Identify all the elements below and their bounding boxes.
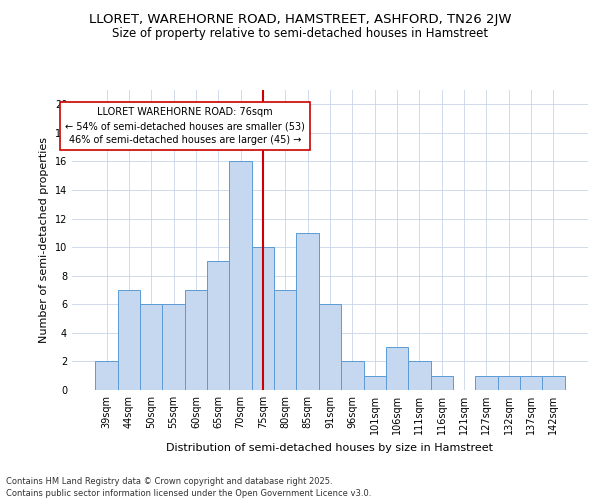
Bar xyxy=(95,362,118,390)
Bar xyxy=(185,290,207,390)
Bar xyxy=(319,304,341,390)
Bar xyxy=(542,376,565,390)
Bar xyxy=(252,247,274,390)
Bar xyxy=(296,233,319,390)
X-axis label: Distribution of semi-detached houses by size in Hamstreet: Distribution of semi-detached houses by … xyxy=(167,442,493,452)
Bar xyxy=(497,376,520,390)
Text: Size of property relative to semi-detached houses in Hamstreet: Size of property relative to semi-detach… xyxy=(112,28,488,40)
Bar xyxy=(274,290,296,390)
Bar xyxy=(140,304,163,390)
Bar xyxy=(341,362,364,390)
Bar xyxy=(431,376,453,390)
Bar xyxy=(118,290,140,390)
Bar xyxy=(364,376,386,390)
Text: LLORET, WAREHORNE ROAD, HAMSTREET, ASHFORD, TN26 2JW: LLORET, WAREHORNE ROAD, HAMSTREET, ASHFO… xyxy=(89,12,511,26)
Bar xyxy=(475,376,497,390)
Bar xyxy=(408,362,431,390)
Bar xyxy=(207,262,229,390)
Text: Contains HM Land Registry data © Crown copyright and database right 2025.
Contai: Contains HM Land Registry data © Crown c… xyxy=(6,476,371,498)
Bar xyxy=(520,376,542,390)
Y-axis label: Number of semi-detached properties: Number of semi-detached properties xyxy=(39,137,49,343)
Bar xyxy=(163,304,185,390)
Text: LLORET WAREHORNE ROAD: 76sqm
← 54% of semi-detached houses are smaller (53)
46% : LLORET WAREHORNE ROAD: 76sqm ← 54% of se… xyxy=(65,107,305,145)
Bar xyxy=(229,162,252,390)
Bar xyxy=(386,347,408,390)
